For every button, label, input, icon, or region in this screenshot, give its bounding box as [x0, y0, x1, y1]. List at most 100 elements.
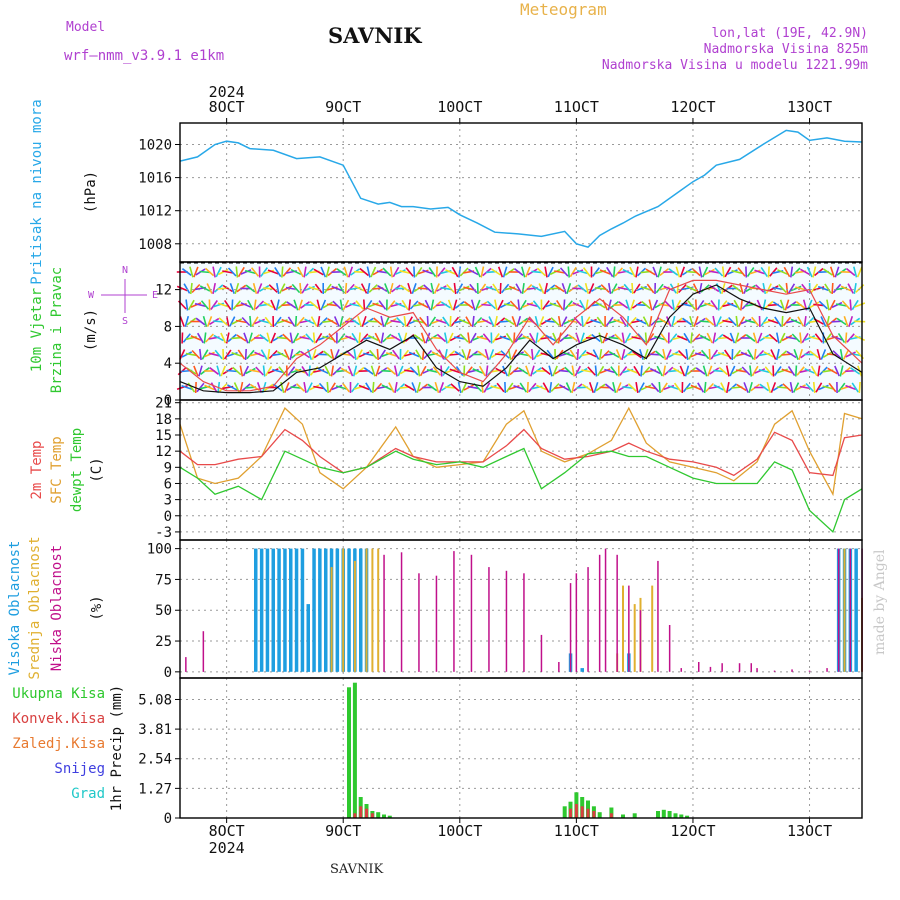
- high-cloud-bar: [277, 548, 281, 672]
- wind-arrow: [217, 268, 229, 276]
- wind-arrow: [581, 315, 584, 328]
- wind-arrow: [572, 301, 584, 309]
- wind-arrow: [843, 316, 849, 327]
- wind-arrow: [549, 268, 561, 276]
- wind-arrow: [564, 366, 574, 376]
- wind-arrow: [252, 282, 258, 295]
- wind-arrow: [212, 266, 216, 278]
- wind-arrow: [388, 382, 395, 393]
- wind-arrow: [784, 299, 790, 311]
- wind-arrow: [389, 282, 394, 295]
- low-cloud-bar: [558, 662, 560, 672]
- wind-arrow: [361, 316, 367, 327]
- wind-arrow: [597, 365, 605, 377]
- wind-arrow: [475, 299, 481, 311]
- wind-arrow: [588, 382, 595, 393]
- low-cloud-bar: [791, 669, 793, 672]
- wind-arrow: [229, 283, 235, 294]
- wind-arrow: [231, 318, 243, 325]
- y-tick-label: 5.08: [138, 692, 172, 708]
- wind-arrow: [196, 382, 205, 393]
- wind-arrow: [856, 266, 863, 278]
- wind-arrow: [672, 367, 684, 375]
- wind-arrow: [318, 382, 328, 393]
- wind-arrow: [476, 335, 488, 341]
- wind-arrow: [227, 384, 238, 391]
- wind-arrow: [536, 384, 547, 391]
- wind-arrow: [214, 349, 223, 360]
- wind-arrow: [268, 284, 278, 293]
- wind-arrow: [652, 299, 659, 311]
- wind-arrow: [805, 382, 815, 393]
- wind-arrow: [263, 287, 275, 290]
- wind-arrow: [191, 349, 201, 360]
- wind-arrow: [472, 335, 484, 341]
- wind-arrow: [622, 268, 634, 276]
- wind-arrow: [494, 315, 498, 328]
- wind-arrow: [571, 365, 575, 377]
- wind-arrow: [769, 267, 778, 277]
- wind-title: 10m Vjetar: [29, 288, 45, 372]
- wind-arrow: [675, 266, 681, 278]
- wind-arrow: [182, 333, 191, 343]
- wind-arrow: [717, 352, 729, 357]
- wind-arrow: [469, 283, 478, 294]
- wind-arrow: [411, 283, 417, 294]
- wind-arrow: [263, 301, 274, 309]
- coords-text: lon,lat (19E, 42.9N): [711, 26, 868, 41]
- wind-arrow: [832, 350, 842, 359]
- wind-arrow: [734, 332, 740, 344]
- high-cloud-bar: [318, 548, 322, 672]
- wind-arrow: [314, 283, 323, 294]
- wind-arrow: [232, 366, 242, 376]
- wind-arrow: [735, 315, 739, 328]
- wind-arrow: [422, 269, 434, 275]
- wind-arrow: [356, 349, 363, 360]
- wind-arrow: [797, 316, 805, 327]
- wind-arrow: [772, 301, 783, 309]
- wind-arrow: [849, 299, 852, 311]
- y-tick-label: 9: [164, 460, 172, 476]
- wind-arrow: [242, 365, 250, 377]
- wind-arrow: [817, 365, 821, 377]
- wind-arrow: [480, 266, 485, 278]
- wind-arrow: [201, 349, 209, 360]
- wind-arrow: [193, 266, 199, 278]
- wind-arrow: [502, 266, 508, 278]
- wind-arrow: [565, 382, 572, 393]
- wind-arrow: [241, 316, 251, 327]
- wind-arrow: [754, 269, 766, 275]
- wind-arrow: [383, 316, 390, 327]
- total-precip-bar: [661, 809, 666, 818]
- wind-arrow: [764, 366, 773, 376]
- mid-cloud-bar: [330, 567, 333, 672]
- mid-cloud-bar: [353, 560, 356, 672]
- wind-arrow: [799, 385, 811, 390]
- wind-arrow: [641, 366, 651, 376]
- wind-arrow: [621, 349, 626, 360]
- wind-arrow: [768, 285, 779, 292]
- wind-arrow: [781, 368, 793, 374]
- model-altitude-text: Nadmorska Visina u modelu 1221.99m: [601, 58, 868, 73]
- model-name: wrf—nmm_v3.9.1 e1km: [64, 48, 225, 64]
- wind-arrow: [673, 382, 682, 393]
- wind-arrow: [586, 318, 597, 325]
- date-label-bottom: 11OCT: [554, 822, 599, 840]
- mid-cloud-bar: [622, 585, 624, 672]
- wind-arrow: [640, 365, 643, 377]
- wind-arrow: [404, 369, 416, 373]
- wind-arrow: [488, 316, 495, 327]
- wind-arrow: [513, 351, 524, 358]
- wind-arrow: [203, 332, 207, 344]
- wind-arrow: [380, 332, 385, 344]
- low-cloud-bar: [185, 657, 187, 672]
- wind-arrow: [567, 266, 570, 278]
- precip-legend-0: Ukupna Kisa: [12, 686, 105, 702]
- wind-arrow: [679, 365, 686, 377]
- wind-arrow: [210, 300, 218, 310]
- wind-arrow: [799, 332, 802, 344]
- wind-arrow: [790, 266, 794, 278]
- wind-arrow: [363, 367, 374, 375]
- wind-arrow: [247, 299, 254, 311]
- wind-arrow: [600, 284, 610, 293]
